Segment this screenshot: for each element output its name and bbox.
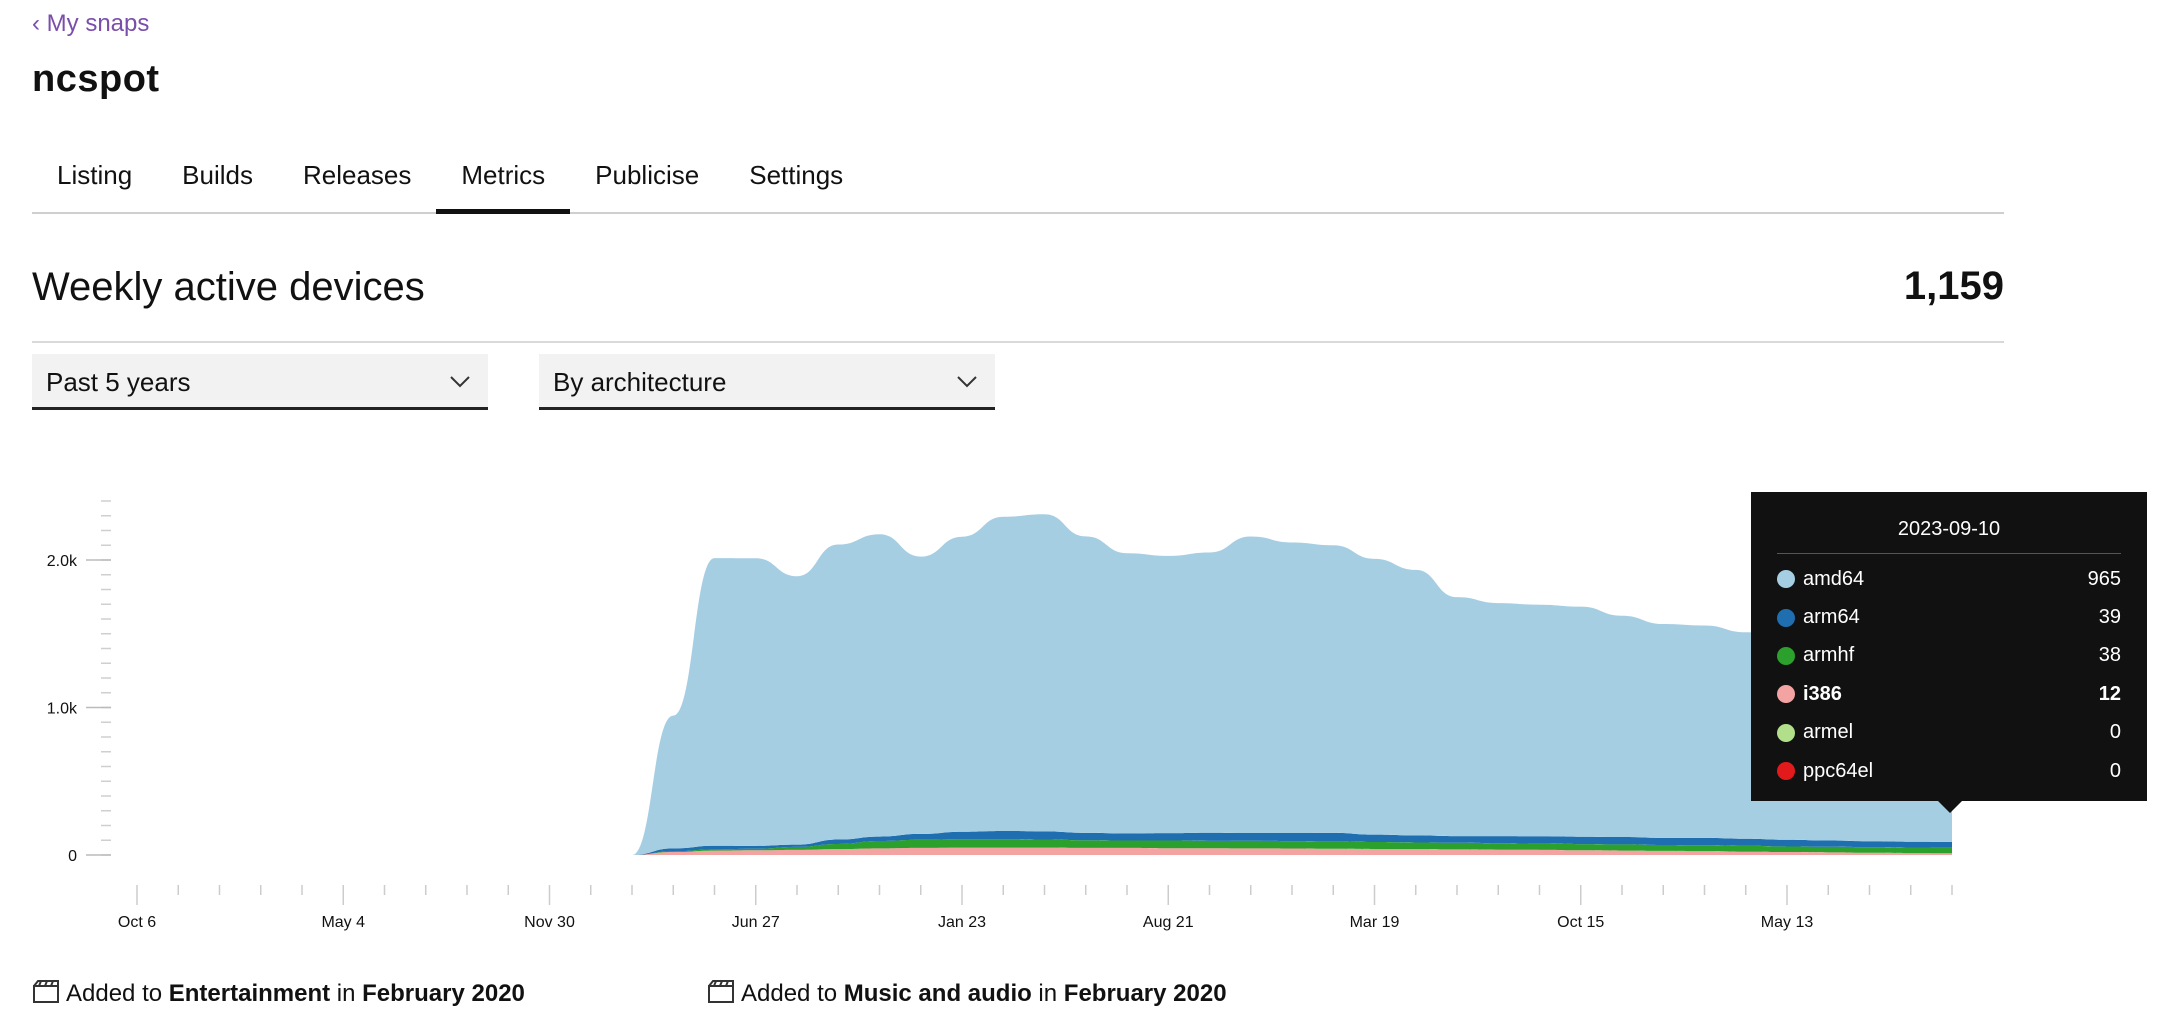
tab-builds[interactable]: Builds — [182, 160, 253, 190]
clapperboard-icon — [32, 980, 60, 1011]
tooltip-series-name: arm64 — [1803, 606, 1860, 629]
tooltip-series-value: 0 — [2109, 759, 2121, 782]
tooltip-series-value: 0 — [2109, 721, 2121, 744]
snap-title: ncspot — [32, 58, 160, 100]
active-devices-total: 1,159 — [1903, 264, 2004, 308]
chart-tooltip: 2023-09-10 amd64 965 arm64 39 armhf 38 i386 12 a… — [1751, 492, 2147, 801]
tooltip-series-name: i386 — [1803, 682, 1842, 705]
category-name[interactable]: Entertainment — [168, 980, 331, 1007]
x-tick-label: Jun 27 — [732, 914, 780, 931]
chevron-down-icon — [448, 354, 472, 429]
tab-publicise[interactable]: Publicise — [595, 160, 700, 190]
tooltip-series-value: 965 — [2087, 567, 2121, 590]
x-tick-label: Jan 23 — [938, 914, 986, 931]
y-tick-label: 1.0k — [47, 701, 78, 718]
tooltip-series-value: 38 — [2098, 644, 2121, 667]
snap-tabs: Listing Builds Releases Metrics Publicise Set… — [32, 148, 2004, 214]
tooltip-series-name: amd64 — [1803, 567, 1865, 590]
group-by-select[interactable]: By architecture — [539, 354, 995, 410]
period-select-value: Past 5 years — [46, 367, 191, 397]
back-to-my-snaps-link[interactable]: ‹ My snaps — [32, 10, 150, 37]
series-color-dot — [1777, 570, 1795, 589]
weekly-active-devices-chart[interactable]: 0 1.0k 2.0k Oct 6 May 4 Nov 30 Jun 27 Jan 23 Aug… — [0, 470, 2165, 950]
chevron-down-icon — [955, 354, 979, 429]
x-tick-label: Mar 19 — [1350, 914, 1400, 931]
category-middle: in — [1031, 980, 1064, 1007]
tooltip-date: 2023-09-10 — [1777, 506, 2121, 554]
clapperboard-icon — [707, 980, 735, 1011]
area-series-arm64[interactable] — [137, 830, 1952, 855]
tab-settings[interactable]: Settings — [749, 160, 844, 190]
tooltip-series-name: armhf — [1803, 644, 1855, 667]
tooltip-row-armhf: armhf 38 — [1777, 637, 2121, 675]
x-tick-label: Nov 30 — [524, 914, 575, 931]
category-entertainment: Added to Entertainment in February 2020 — [32, 980, 525, 1011]
tab-metrics[interactable]: Metrics — [436, 148, 571, 214]
category-middle: in — [330, 980, 363, 1007]
x-tick-label: May 4 — [321, 914, 365, 931]
tooltip-row-ppc64el: ppc64el 0 — [1777, 752, 2121, 790]
x-tick-label: Oct 15 — [1557, 914, 1604, 931]
series-color-dot — [1777, 723, 1795, 742]
divider — [32, 341, 2004, 343]
tooltip-row-i386: i386 12 — [1777, 675, 2121, 713]
tooltip-series-name: ppc64el — [1803, 759, 1874, 782]
category-music-and-audio: Added to Music and audio in February 202… — [707, 980, 1227, 1011]
period-select[interactable]: Past 5 years — [32, 354, 488, 410]
tooltip-row-amd64: amd64 965 — [1777, 560, 2121, 598]
category-name[interactable]: Music and audio — [843, 980, 1032, 1007]
tab-listing[interactable]: Listing — [57, 160, 133, 190]
category-date: February 2020 — [1063, 980, 1227, 1007]
tooltip-row-armel: armel 0 — [1777, 714, 2121, 752]
group-by-select-value: By architecture — [553, 367, 727, 397]
series-color-dot — [1777, 608, 1795, 627]
category-date: February 2020 — [362, 980, 525, 1007]
tooltip-series-value: 12 — [2098, 682, 2121, 705]
tab-releases[interactable]: Releases — [302, 160, 412, 190]
tooltip-row-arm64: arm64 39 — [1777, 598, 2121, 636]
y-tick-label: 0 — [68, 848, 77, 865]
area-series-armhf[interactable] — [137, 839, 1952, 855]
category-prefix: Added to — [66, 980, 169, 1007]
area-series-i386[interactable] — [137, 847, 1952, 855]
tooltip-pointer — [1937, 800, 1963, 813]
series-color-dot — [1777, 646, 1795, 665]
x-tick-label: May 13 — [1761, 914, 1814, 931]
series-color-dot — [1777, 685, 1795, 704]
tooltip-series-value: 39 — [2098, 606, 2121, 629]
metric-title: Weekly active devices — [32, 265, 425, 309]
tooltip-series-name: armel — [1803, 721, 1854, 744]
category-prefix: Added to — [741, 980, 844, 1007]
x-tick-label: Aug 21 — [1143, 914, 1194, 931]
y-tick-label: 2.0k — [47, 553, 78, 570]
series-color-dot — [1777, 762, 1795, 781]
x-tick-label: Oct 6 — [118, 914, 156, 931]
area-series-amd64[interactable] — [137, 514, 1952, 855]
